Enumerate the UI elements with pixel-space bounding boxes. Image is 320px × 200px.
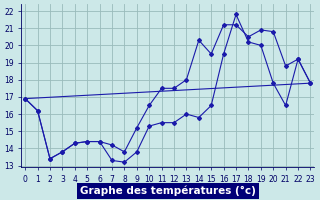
X-axis label: Graphe des températures (°c): Graphe des températures (°c) <box>80 185 256 196</box>
